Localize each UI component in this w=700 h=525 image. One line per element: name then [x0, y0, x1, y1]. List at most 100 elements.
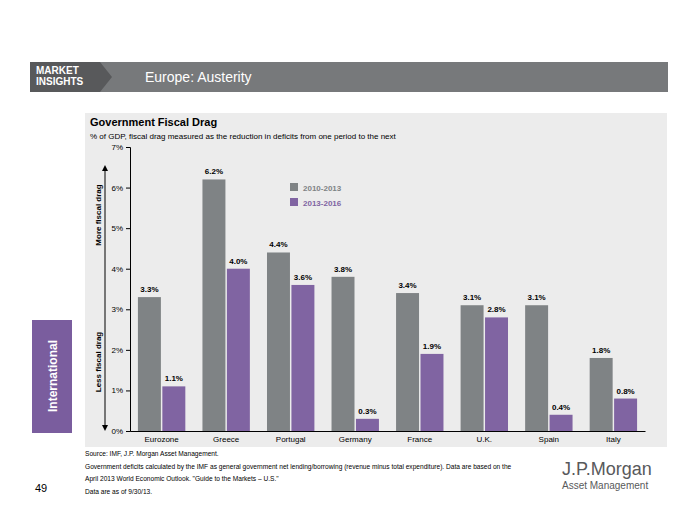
x-tick-label: France: [407, 435, 432, 444]
bar: [485, 317, 508, 431]
bar: [202, 179, 225, 431]
y-tick: 7%: [111, 143, 130, 152]
section-title: Europe: Austerity: [145, 69, 252, 85]
data-label: 1.8%: [592, 346, 610, 355]
data-label: 0.8%: [616, 387, 634, 396]
bar: [525, 305, 548, 431]
y-tick-label: 1%: [111, 386, 123, 395]
legend-swatch: [290, 198, 298, 206]
x-tick-label: U.K.: [477, 435, 493, 444]
data-label: 3.1%: [463, 293, 481, 302]
data-label: 2.8%: [487, 305, 505, 314]
footnote: April 2013 World Economic Outlook. "Guid…: [85, 475, 279, 483]
x-axis-line: [131, 431, 646, 432]
y-tick-label: 5%: [111, 224, 123, 233]
data-label: 6.2%: [205, 167, 223, 176]
data-label: 3.8%: [334, 265, 352, 274]
y-tick-mark: [126, 431, 130, 432]
bar: [614, 399, 637, 431]
bar: [461, 305, 484, 431]
x-tick: Spain: [539, 431, 559, 444]
x-tick: Eurozone: [144, 431, 179, 444]
data-label: 1.9%: [423, 342, 441, 351]
legend-swatch: [290, 183, 298, 191]
data-label: 3.4%: [398, 281, 416, 290]
y-tick-mark: [126, 390, 130, 391]
header-band: [30, 62, 668, 92]
bar: [332, 277, 355, 431]
y-tick-mark: [126, 147, 130, 148]
x-tick-label: Greece: [213, 435, 240, 444]
x-tick: Germany: [339, 431, 372, 444]
y-tick: 4%: [111, 265, 130, 274]
y-tick: 5%: [111, 224, 130, 233]
x-tick-label: Spain: [539, 435, 559, 444]
bar: [267, 252, 290, 431]
x-tick-label: Eurozone: [144, 435, 179, 444]
x-tick: France: [407, 431, 432, 444]
chart-panel: [85, 113, 667, 447]
legend: 2010-2013 2013-2016: [290, 183, 342, 208]
bar: [356, 419, 379, 431]
x-tick: U.K.: [477, 431, 493, 444]
footnote: Government deficits calculated by the IM…: [85, 463, 512, 471]
data-label: 3.6%: [294, 273, 312, 282]
y-tick: 0%: [111, 427, 130, 436]
y-tick-mark: [126, 269, 130, 270]
x-tick: Greece: [213, 431, 240, 444]
y-tick-mark: [126, 188, 130, 189]
x-tick-label: Italy: [606, 435, 621, 444]
footnote: Source: IMF, J.P. Morgan Asset Managemen…: [85, 450, 219, 458]
bar: [291, 285, 314, 431]
bar: [421, 354, 444, 431]
x-tick: Italy: [606, 431, 621, 444]
data-label: 3.1%: [528, 293, 546, 302]
y-axis-line: [126, 148, 131, 432]
y-tick-mark: [126, 228, 130, 229]
y-tick-label: 2%: [111, 346, 123, 355]
data-label: 4.4%: [269, 240, 287, 249]
page-number: 49: [35, 482, 47, 494]
bar: [138, 297, 161, 431]
y-tick: 3%: [111, 305, 130, 314]
bar: [396, 293, 419, 431]
side-tab-text: International: [46, 340, 60, 412]
bar: [162, 386, 185, 431]
footnote: Data are as of 9/30/13.: [85, 488, 152, 495]
y-tick-label: 0%: [111, 427, 123, 436]
chart-subtitle: % of GDP, fiscal drag measured as the re…: [90, 132, 397, 141]
y-tick-mark: [126, 309, 130, 310]
legend-label: 2010-2013: [303, 184, 342, 193]
chart-title: Government Fiscal Drag: [90, 116, 217, 128]
bar: [227, 269, 250, 431]
logo-name: J.P.Morgan: [562, 459, 652, 479]
drag-arrow: [105, 168, 106, 428]
y-tick-label: 3%: [111, 305, 123, 314]
x-tick-label: Germany: [339, 435, 372, 444]
x-axis: Eurozone Greece Portugal Germany France U.K. S…: [131, 431, 646, 444]
side-tab: [32, 320, 72, 433]
header-badge: [30, 62, 112, 92]
y-tick: 6%: [111, 184, 130, 193]
bars: [138, 179, 637, 431]
y-axis: 0% 1% 2% 3% 4% 5% 6% 7%: [111, 143, 130, 436]
y-tick-label: 4%: [111, 265, 123, 274]
x-tick: Portugal: [276, 431, 306, 444]
bar: [590, 358, 613, 431]
data-label: 3.3%: [140, 285, 158, 294]
data-label: 0.3%: [358, 407, 376, 416]
y-tick: 1%: [111, 386, 130, 395]
slide: MARKETINSIGHTS Europe: Austerity Internati…: [0, 0, 700, 525]
drag-annotation: Less fiscal drag: [94, 332, 103, 393]
logo-subtitle: Asset Management: [562, 480, 648, 491]
data-label: 1.1%: [165, 374, 183, 383]
bar: [550, 415, 573, 431]
badge-text: MARKET: [36, 65, 79, 76]
data-labels: 3.3%6.2%4.4%3.8%3.4%3.1%3.1%1.8%1.1%4.0%…: [140, 167, 634, 415]
badge-text: INSIGHTS: [36, 76, 84, 87]
y-tick-mark: [126, 350, 130, 351]
y-tick-label: 7%: [111, 143, 123, 152]
legend-label: 2013-2016: [303, 199, 342, 208]
y-tick: 2%: [111, 346, 130, 355]
data-label: 0.4%: [552, 403, 570, 412]
